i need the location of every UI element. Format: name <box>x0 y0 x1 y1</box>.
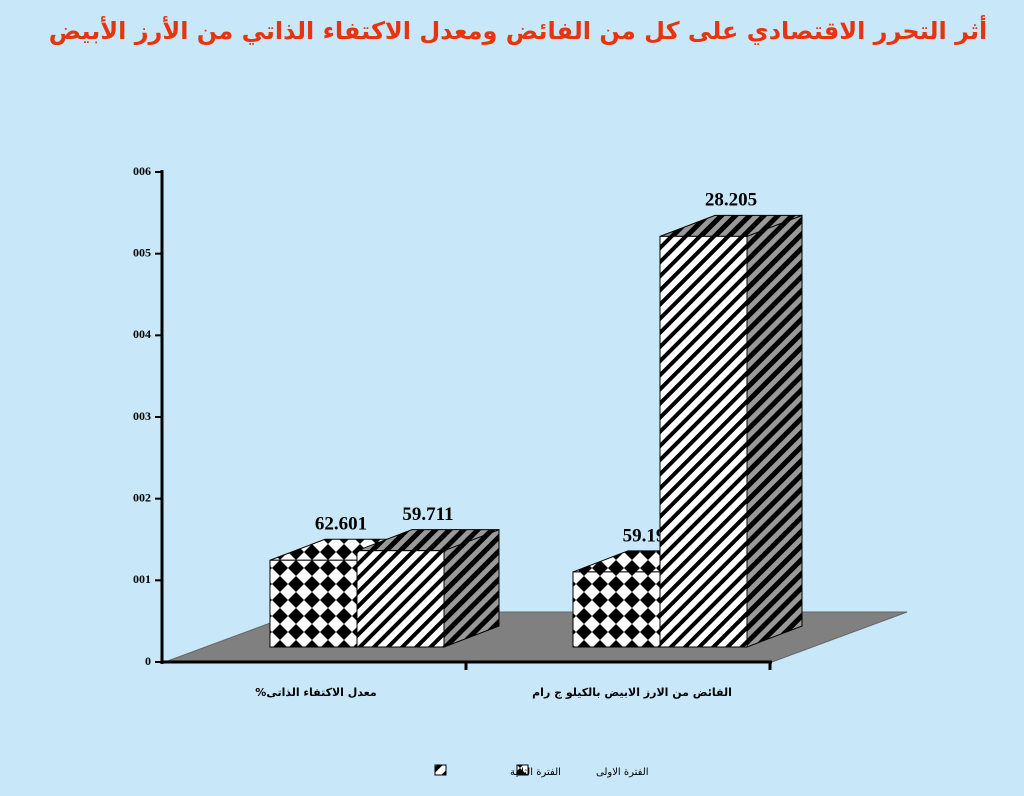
legend-label: الفترة الاولى <box>596 767 649 778</box>
y-tick-label: 006 <box>133 164 151 178</box>
y-tick-label: 005 <box>133 245 151 259</box>
y-tick-label: 004 <box>133 327 151 341</box>
value-label: 59.711 <box>402 504 453 525</box>
bar <box>659 235 748 648</box>
value-label: 28.205 <box>705 190 757 211</box>
y-tick-label: 002 <box>133 490 151 504</box>
x-tick-label: الفائض من الارز الابيض بالكيلو ج رام <box>532 686 732 700</box>
value-label: 62.601 <box>315 514 367 535</box>
bar <box>572 571 661 648</box>
value-label: 59.19 <box>623 525 666 546</box>
bar <box>269 559 358 648</box>
legend-swatch <box>516 764 529 776</box>
y-tick-label: 001 <box>133 572 151 586</box>
legend-label: الفترة الثانية <box>510 767 561 778</box>
y-tick-label: 0 <box>145 654 151 668</box>
bar <box>356 550 445 648</box>
x-tick-label: معدل الاكتفاء الذاتى% <box>255 686 376 699</box>
y-tick-label: 003 <box>133 409 151 423</box>
legend: الفترة الاولى الفترة الثانية <box>434 764 649 778</box>
legend-swatch <box>434 764 447 776</box>
chart-title: أثر التحرر الاقتصادي على كل من الفائض وم… <box>49 15 988 45</box>
bar-side <box>746 214 803 648</box>
